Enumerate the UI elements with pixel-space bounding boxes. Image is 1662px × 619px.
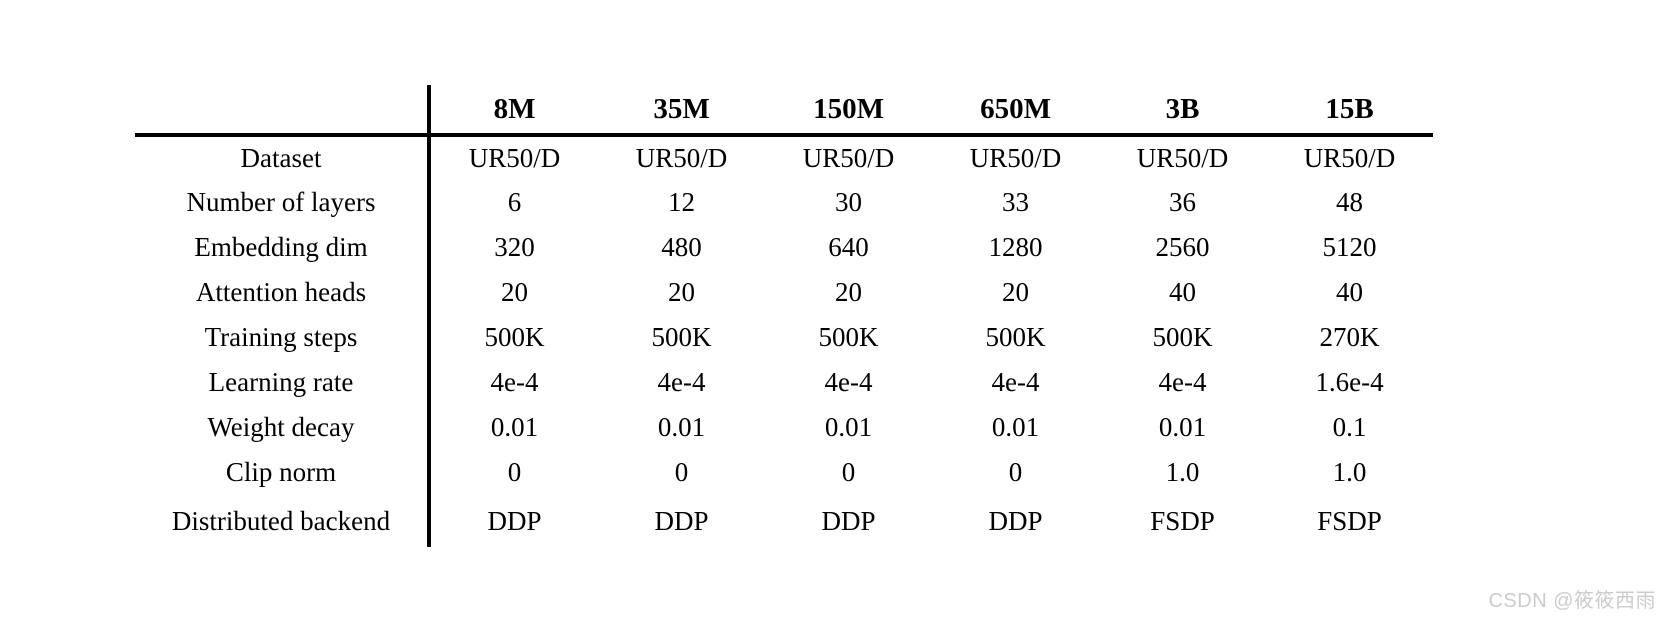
hyperparameter-table: 8M 35M 150M 650M 3B 15B Dataset UR50/D UR50/D UR… (135, 85, 1433, 547)
table-cell: 33 (1002, 187, 1029, 217)
row-label: Number of layers (135, 180, 431, 225)
table-cell: 0 (1008, 457, 1023, 487)
table-cell: 20 (668, 277, 695, 307)
table-cell: 500K (1152, 322, 1213, 352)
table-cell: 0 (674, 457, 689, 487)
table-cell: DDP (988, 505, 1043, 536)
table-cell: 1.0 (1332, 457, 1367, 487)
table-cell: 500K (651, 322, 712, 352)
table-cell: 12 (668, 187, 695, 217)
table-cell: DDP (487, 505, 542, 536)
table-cell: UR50/D (1136, 143, 1229, 173)
table-cell: 1.6e-4 (1315, 367, 1384, 397)
table-cell: UR50/D (969, 143, 1062, 173)
table-cell: 0.01 (991, 412, 1040, 442)
table-cell: UR50/D (635, 143, 728, 173)
row-label: Clip norm (135, 450, 431, 495)
row-label: Weight decay (135, 405, 431, 450)
table-cell: FSDP (1317, 505, 1382, 536)
column-header-650M: 650M (932, 85, 1099, 137)
table-cell: 0.01 (1158, 412, 1207, 442)
table-cell: 20 (1002, 277, 1029, 307)
table-cell: 0 (841, 457, 856, 487)
column-header-150M: 150M (765, 85, 932, 137)
table-cell: UR50/D (802, 143, 895, 173)
table-row: Training steps 500K 500K 500K 500K 500K 270K (135, 315, 1433, 360)
table-cell: 48 (1336, 187, 1363, 217)
table-cell: 0 (507, 457, 522, 487)
table-cell: 4e-4 (490, 367, 539, 397)
column-header-35M: 35M (598, 85, 765, 137)
row-label: Embedding dim (135, 225, 431, 270)
column-header-8M: 8M (429, 85, 598, 137)
table-cell: 0.01 (657, 412, 706, 442)
row-label: Dataset (135, 135, 431, 180)
table-cell: 2560 (1155, 232, 1210, 262)
table-cell: 0.01 (824, 412, 873, 442)
corner-cell (135, 85, 431, 137)
table-cell: UR50/D (468, 143, 561, 173)
table-cell: 1.0 (1165, 457, 1200, 487)
table-cell: 640 (828, 232, 869, 262)
row-label: Learning rate (135, 360, 431, 405)
row-label: Training steps (135, 315, 431, 360)
table-cell: 20 (501, 277, 528, 307)
table-cell: 20 (835, 277, 862, 307)
table-cell: 5120 (1322, 232, 1377, 262)
table-cell: DDP (654, 505, 709, 536)
table-cell: 40 (1336, 277, 1363, 307)
table-cell: DDP (821, 505, 876, 536)
table-cell: 40 (1169, 277, 1196, 307)
table-cell: 480 (661, 232, 702, 262)
table-row: Distributed backend DDP DDP DDP DDP FSDP FSDP (135, 495, 1433, 547)
table-cell: 500K (484, 322, 545, 352)
table-header: 8M 35M 150M 650M 3B 15B (135, 85, 1433, 137)
row-label: Attention heads (135, 270, 431, 315)
table-cell: 4e-4 (824, 367, 873, 397)
table-row: Attention heads 20 20 20 20 40 40 (135, 270, 1433, 315)
table-cell: 30 (835, 187, 862, 217)
row-label: Distributed backend (135, 495, 431, 547)
table-cell: 6 (507, 187, 522, 217)
table-row: Embedding dim 320 480 640 1280 2560 5120 (135, 225, 1433, 270)
table-cell: 4e-4 (1158, 367, 1207, 397)
table-row: Number of layers 6 12 30 33 36 48 (135, 180, 1433, 225)
table-cell: 4e-4 (991, 367, 1040, 397)
column-header-3B: 3B (1099, 85, 1266, 137)
table-cell: 1280 (988, 232, 1043, 262)
table-cell: 36 (1169, 187, 1196, 217)
table-cell: 270K (1319, 322, 1380, 352)
header-row: 8M 35M 150M 650M 3B 15B (135, 85, 1433, 137)
table-cell: UR50/D (1303, 143, 1396, 173)
table-row: Weight decay 0.01 0.01 0.01 0.01 0.01 0.1 (135, 405, 1433, 450)
table-row: Learning rate 4e-4 4e-4 4e-4 4e-4 4e-4 1.6e-4 (135, 360, 1433, 405)
table-cell: 500K (818, 322, 879, 352)
watermark: CSDN @筱筱西雨 (1488, 590, 1656, 612)
table-cell: 0.01 (490, 412, 539, 442)
table-cell: 320 (494, 232, 535, 262)
table-row: Dataset UR50/D UR50/D UR50/D UR50/D UR50/D UR5… (135, 135, 1433, 180)
table-body: Dataset UR50/D UR50/D UR50/D UR50/D UR50/D UR5… (135, 135, 1433, 547)
column-header-15B: 15B (1266, 85, 1433, 137)
table-cell: FSDP (1150, 505, 1215, 536)
table-cell: 0.1 (1332, 412, 1367, 442)
table-cell: 4e-4 (657, 367, 706, 397)
table-cell: 500K (985, 322, 1046, 352)
table-row: Clip norm 0 0 0 0 1.0 1.0 (135, 450, 1433, 495)
